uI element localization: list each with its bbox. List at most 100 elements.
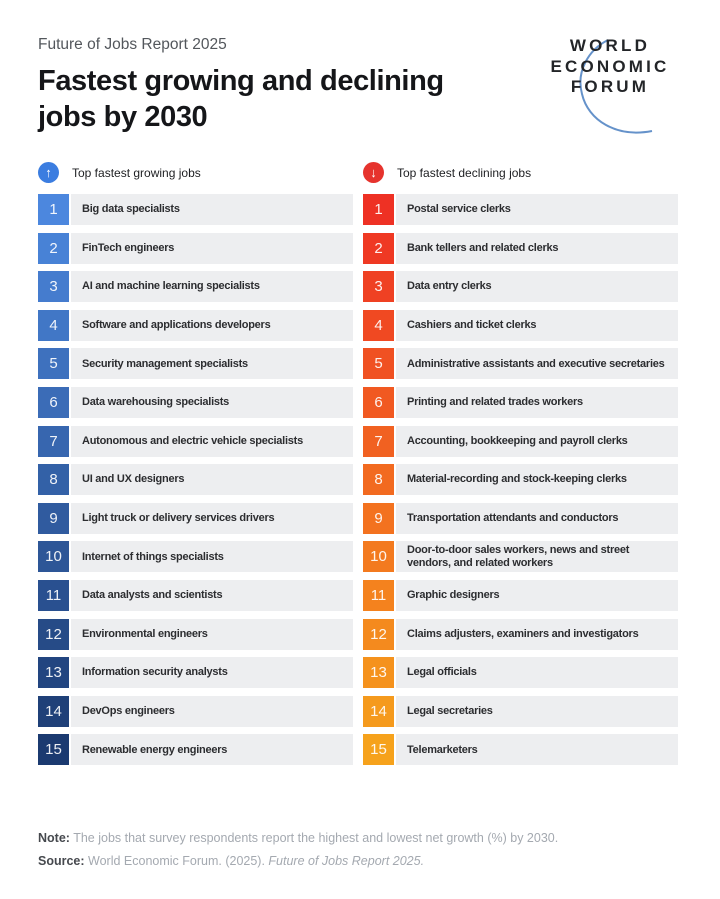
list-item: 11 Graphic designers <box>363 579 678 611</box>
job-label: Bank tellers and related clerks <box>407 241 559 254</box>
job-label: Data analysts and scientists <box>82 589 223 602</box>
rank-tile: 4 <box>363 309 394 341</box>
source-label: Source: <box>38 853 85 868</box>
row-bar: Big data specialists <box>71 194 353 225</box>
job-label: Information security analysts <box>82 666 228 679</box>
list-item: 13 Legal officials <box>363 657 678 689</box>
rank-tile: 9 <box>38 502 69 534</box>
row-bar: Data warehousing specialists <box>71 386 353 418</box>
row-bar: Door-to-door sales workers, news and str… <box>396 541 678 573</box>
row-bar: UI and UX designers <box>71 464 353 496</box>
growing-column: 1 Big data specialists 2 FinTech enginee… <box>38 194 353 773</box>
rank-tile: 6 <box>363 386 394 418</box>
row-bar: Information security analysts <box>71 657 353 689</box>
job-label: Renewable energy engineers <box>82 743 228 756</box>
row-bar: Autonomous and electric vehicle speciali… <box>71 425 353 457</box>
job-label: DevOps engineers <box>82 704 175 717</box>
list-item: 15 Renewable energy engineers <box>38 734 353 766</box>
rank-tile: 3 <box>363 271 394 303</box>
rank-tile: 2 <box>363 232 394 264</box>
note-line: Note: The jobs that survey respondents r… <box>38 829 678 848</box>
rank-tile: 5 <box>38 348 69 380</box>
arrow-down-icon: ↓ <box>363 162 384 183</box>
legend-declining-label: Top fastest declining jobs <box>397 165 532 180</box>
source-text: World Economic Forum. (2025). <box>84 853 269 868</box>
row-bar: Accounting, bookkeeping and payroll cler… <box>396 425 678 457</box>
job-label: Autonomous and electric vehicle speciali… <box>82 434 303 447</box>
row-bar: Material-recording and stock-keeping cle… <box>396 464 678 496</box>
row-bar: Light truck or delivery services drivers <box>71 502 353 534</box>
note-text: The jobs that survey respondents report … <box>69 830 559 845</box>
rank-tile: 14 <box>38 695 69 727</box>
job-label: UI and UX designers <box>82 473 185 486</box>
list-item: 14 Legal secretaries <box>363 695 678 727</box>
rank-tile: 8 <box>363 464 394 496</box>
rank-tile: 8 <box>38 464 69 496</box>
list-item: 1 Big data specialists <box>38 194 353 225</box>
row-bar: Data entry clerks <box>396 271 678 303</box>
job-label: Door-to-door sales workers, news and str… <box>407 544 630 569</box>
legend-growing-label: Top fastest growing jobs <box>72 165 201 180</box>
row-bar: Security management specialists <box>71 348 353 380</box>
rank-tile: 6 <box>38 386 69 418</box>
row-bar: Graphic designers <box>396 579 678 611</box>
job-label: Administrative assistants and executive … <box>407 357 665 370</box>
list-item: 3 Data entry clerks <box>363 271 678 303</box>
row-bar: Claims adjusters, examiners and investig… <box>396 618 678 650</box>
job-label: Graphic designers <box>407 589 500 602</box>
row-bar: Data analysts and scientists <box>71 579 353 611</box>
footer: Note: The jobs that survey respondents r… <box>38 829 678 871</box>
row-bar: Legal secretaries <box>396 695 678 727</box>
job-label: FinTech engineers <box>82 241 175 254</box>
list-item: 12 Claims adjusters, examiners and inves… <box>363 618 678 650</box>
row-bar: Software and applications developers <box>71 309 353 341</box>
job-label: Software and applications developers <box>82 319 271 332</box>
row-bar: FinTech engineers <box>71 232 353 264</box>
legend-growing: ↑ Top fastest growing jobs <box>38 162 353 183</box>
job-label: Postal service clerks <box>407 203 511 216</box>
logo-line-world: WORLD <box>569 36 651 55</box>
list-item: 5 Administrative assistants and executiv… <box>363 348 678 380</box>
list-item: 15 Telemarketers <box>363 734 678 766</box>
list-item: 14 DevOps engineers <box>38 695 353 727</box>
source-report-title: Future of Jobs Report 2025. <box>268 853 425 868</box>
rank-tile: 2 <box>38 232 69 264</box>
rank-tile: 7 <box>363 425 394 457</box>
list-item: 3 AI and machine learning specialists <box>38 271 353 303</box>
list-item: 10 Door-to-door sales workers, news and … <box>363 541 678 573</box>
list-item: 2 FinTech engineers <box>38 232 353 264</box>
job-label: Internet of things specialists <box>82 550 224 563</box>
list-item: 6 Printing and related trades workers <box>363 386 678 418</box>
job-label: Legal secretaries <box>407 704 493 717</box>
list-item: 9 Light truck or delivery services drive… <box>38 502 353 534</box>
rank-tile: 1 <box>38 194 69 225</box>
legend-row: ↑ Top fastest growing jobs ↓ Top fastest… <box>38 162 678 183</box>
rank-tile: 10 <box>363 541 394 573</box>
row-bar: Environmental engineers <box>71 618 353 650</box>
rank-tile: 5 <box>363 348 394 380</box>
job-label: Material-recording and stock-keeping cle… <box>407 473 627 486</box>
list-item: 5 Security management specialists <box>38 348 353 380</box>
rank-tile: 11 <box>38 579 69 611</box>
rank-tile: 4 <box>38 309 69 341</box>
row-bar: Administrative assistants and executive … <box>396 348 678 380</box>
rank-tile: 12 <box>363 618 394 650</box>
job-label: Claims adjusters, examiners and investig… <box>407 627 639 640</box>
job-label: Security management specialists <box>82 357 248 370</box>
job-label: Big data specialists <box>82 203 180 216</box>
list-item: 7 Accounting, bookkeeping and payroll cl… <box>363 425 678 457</box>
logo-line-forum: FORUM <box>570 77 650 96</box>
rank-tile: 15 <box>38 734 69 766</box>
rank-tile: 13 <box>363 657 394 689</box>
logo-line-economic: ECONOMIC <box>550 56 670 76</box>
report-eyebrow: Future of Jobs Report 2025 <box>38 36 227 53</box>
list-item: 8 Material-recording and stock-keeping c… <box>363 464 678 496</box>
list-item: 9 Transportation attendants and conducto… <box>363 502 678 534</box>
legend-declining: ↓ Top fastest declining jobs <box>363 162 678 183</box>
row-bar: Internet of things specialists <box>71 541 353 573</box>
job-label: Accounting, bookkeeping and payroll cler… <box>407 434 628 447</box>
job-label: Legal officials <box>407 666 477 679</box>
rank-tile: 10 <box>38 541 69 573</box>
wef-logo: WORLD ECONOMIC FORUM <box>530 36 690 148</box>
